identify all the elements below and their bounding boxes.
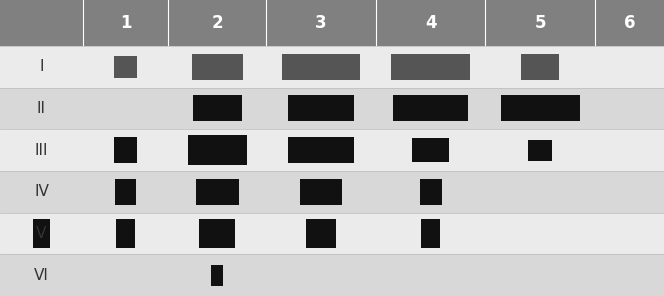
Text: 1: 1 <box>120 14 131 32</box>
Bar <box>420 179 442 205</box>
Bar <box>0 129 664 171</box>
Bar <box>33 219 50 248</box>
Bar <box>0 171 664 213</box>
Bar <box>114 137 137 163</box>
Bar <box>300 179 342 205</box>
Bar <box>288 96 354 121</box>
Bar <box>305 219 337 248</box>
Bar <box>528 140 552 160</box>
Bar <box>288 137 354 163</box>
Text: I: I <box>39 59 44 74</box>
Bar <box>0 254 664 296</box>
Text: 2: 2 <box>211 14 223 32</box>
Bar <box>199 219 235 248</box>
Bar <box>501 96 580 121</box>
Bar <box>421 219 440 248</box>
Bar <box>211 265 223 286</box>
Bar <box>485 0 595 46</box>
Text: III: III <box>35 143 48 157</box>
Text: 4: 4 <box>425 14 436 32</box>
Text: V: V <box>37 226 46 241</box>
Bar <box>195 179 239 205</box>
Text: VI: VI <box>34 268 49 283</box>
Bar <box>595 0 664 46</box>
Text: II: II <box>37 101 46 116</box>
Text: 3: 3 <box>315 14 327 32</box>
Bar <box>521 54 559 80</box>
Bar <box>116 179 135 205</box>
Bar <box>83 0 168 46</box>
Bar <box>0 0 83 46</box>
Bar <box>168 0 266 46</box>
Bar <box>116 219 135 248</box>
Bar <box>188 135 246 165</box>
Text: IV: IV <box>34 184 49 199</box>
Bar <box>391 54 470 80</box>
Bar <box>193 96 242 121</box>
Text: 5: 5 <box>535 14 546 32</box>
Bar <box>192 54 242 80</box>
Bar <box>412 138 450 162</box>
Text: 6: 6 <box>623 14 635 32</box>
Bar <box>0 213 664 254</box>
Bar <box>376 0 485 46</box>
Bar <box>0 88 664 129</box>
Bar <box>114 56 137 78</box>
Bar <box>393 96 468 121</box>
Bar <box>0 46 664 88</box>
Bar <box>282 54 361 80</box>
Bar <box>266 0 376 46</box>
